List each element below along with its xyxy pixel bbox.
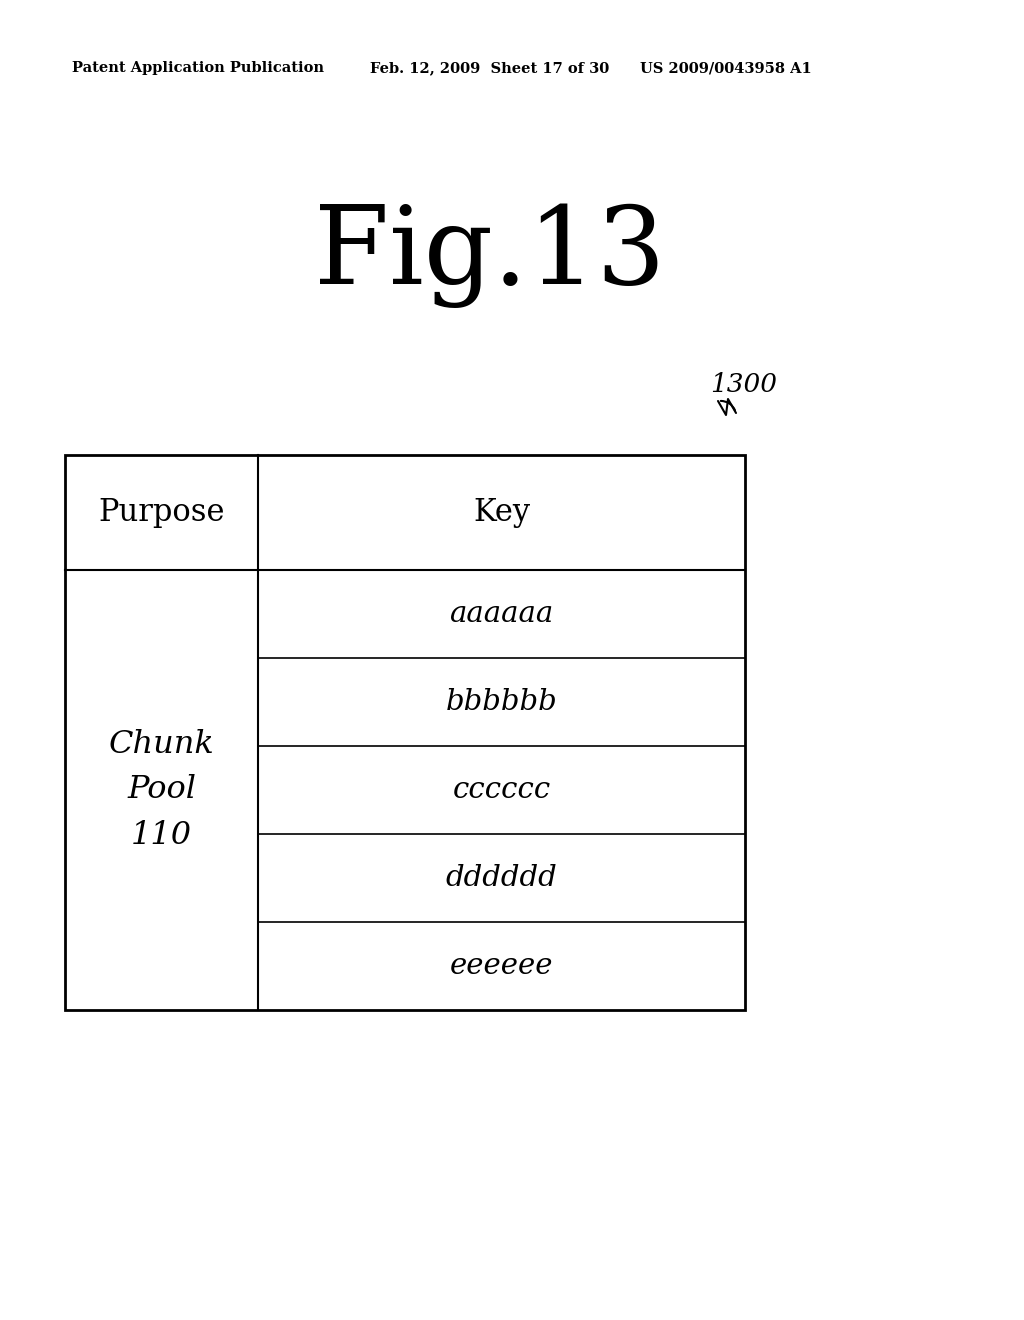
Text: 1300: 1300: [710, 372, 777, 397]
Bar: [65, 455, 745, 1010]
Text: bbbbbb: bbbbbb: [445, 688, 557, 715]
Text: Key: Key: [473, 498, 530, 528]
Text: Feb. 12, 2009  Sheet 17 of 30: Feb. 12, 2009 Sheet 17 of 30: [370, 61, 609, 75]
Text: aaaaaa: aaaaaa: [450, 601, 554, 628]
Text: Fig.13: Fig.13: [314, 202, 666, 308]
Text: cccccc: cccccc: [453, 776, 551, 804]
Text: Purpose: Purpose: [98, 498, 224, 528]
Text: Patent Application Publication: Patent Application Publication: [72, 61, 324, 75]
Text: Chunk
Pool
110: Chunk Pool 110: [109, 729, 214, 851]
Text: eeeeee: eeeeee: [450, 952, 553, 979]
Text: US 2009/0043958 A1: US 2009/0043958 A1: [640, 61, 812, 75]
Text: dddddd: dddddd: [445, 865, 557, 892]
